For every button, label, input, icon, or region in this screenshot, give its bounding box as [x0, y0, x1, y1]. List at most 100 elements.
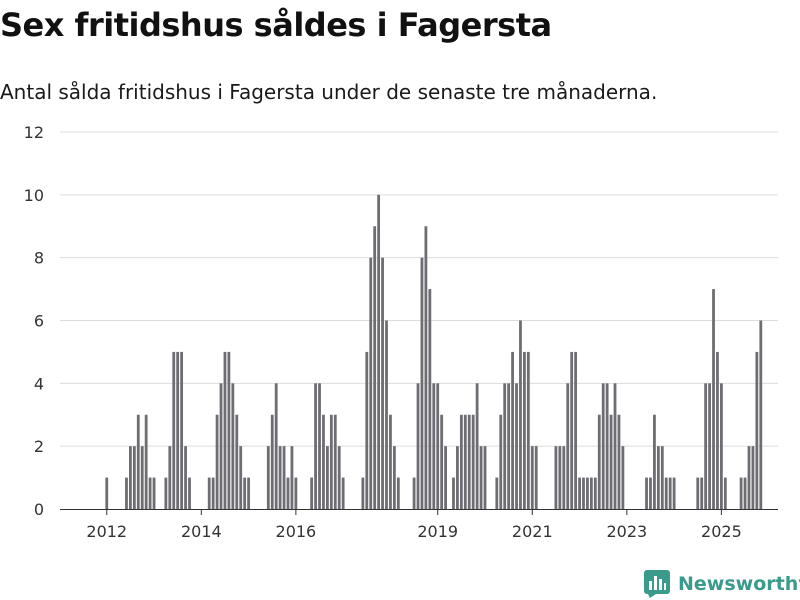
- bar: [235, 414, 239, 509]
- bar: [570, 351, 574, 509]
- bar: [140, 446, 144, 509]
- bar: [132, 446, 136, 509]
- bar: [444, 446, 447, 509]
- bar: [282, 446, 286, 509]
- bar: [519, 320, 522, 509]
- bar: [129, 446, 132, 509]
- bar: [507, 383, 511, 509]
- bar: [385, 320, 388, 509]
- bar: [467, 414, 471, 509]
- bar: [365, 351, 369, 509]
- bar: [471, 414, 475, 509]
- newsworthy-chart-icon: [644, 570, 670, 598]
- bar: [562, 446, 566, 509]
- bar: [530, 446, 534, 509]
- bar: [704, 383, 708, 509]
- bar: [361, 477, 365, 509]
- bar: [381, 257, 384, 509]
- bar: [534, 446, 538, 509]
- bar: [463, 414, 467, 509]
- bar: [396, 477, 400, 509]
- y-tick-label: 6: [34, 312, 44, 331]
- bar: [597, 414, 601, 509]
- bar: [708, 383, 711, 509]
- bar: [420, 257, 424, 509]
- bar: [649, 477, 652, 509]
- bar: [452, 477, 455, 509]
- y-tick-label: 12: [24, 123, 44, 142]
- bar: [125, 477, 128, 509]
- newsworthy-logo: Newsworthy: [644, 570, 800, 598]
- bar: [601, 383, 605, 509]
- bar: [586, 477, 589, 509]
- bar: [589, 477, 593, 509]
- x-tick-label: 2012: [86, 522, 127, 541]
- bar: [582, 477, 585, 509]
- bar: [318, 383, 321, 509]
- bar: [294, 477, 298, 509]
- bar: [432, 383, 436, 509]
- y-tick-label: 4: [34, 374, 44, 393]
- bar: [247, 477, 250, 509]
- bar: [392, 446, 396, 509]
- bar: [475, 383, 479, 509]
- bar: [180, 351, 184, 509]
- chart-title: Sex fritidshus såldes i Fagersta: [0, 6, 552, 44]
- bar: [416, 383, 420, 509]
- x-axis-labels: 2012 2014 2016 2019 2021 2023 2025: [86, 509, 742, 541]
- x-tick-label: 2025: [701, 522, 742, 541]
- bar: [148, 477, 152, 509]
- bar: [743, 477, 747, 509]
- y-axis-labels: 0 2 4 6 8 10 12: [24, 123, 44, 519]
- bar: [751, 446, 755, 509]
- bar: [136, 414, 140, 509]
- bar: [239, 446, 243, 509]
- bar: [566, 383, 570, 509]
- bar: [223, 351, 227, 509]
- bar: [574, 351, 578, 509]
- bars: [105, 194, 763, 510]
- bar: [215, 414, 219, 509]
- bar: [172, 351, 176, 509]
- x-tick-label: 2016: [276, 522, 317, 541]
- bar: [554, 446, 558, 509]
- y-tick-label: 10: [24, 186, 44, 205]
- bar: [479, 446, 483, 509]
- bar: [211, 477, 215, 509]
- bar: [274, 383, 278, 509]
- bar: [499, 414, 503, 509]
- bar: [723, 477, 727, 509]
- x-tick-label: 2014: [181, 522, 222, 541]
- x-tick-label: 2021: [512, 522, 553, 541]
- bar: [227, 351, 231, 509]
- bar: [700, 477, 704, 509]
- bar: [164, 477, 168, 509]
- bar: [523, 351, 526, 509]
- bar: [593, 477, 597, 509]
- bar: [645, 477, 648, 509]
- bar: [720, 383, 723, 509]
- bar: [526, 351, 530, 509]
- bar: [243, 477, 247, 509]
- bar: [278, 446, 282, 509]
- bar: [286, 477, 290, 509]
- bar: [747, 446, 751, 509]
- bar: [428, 289, 432, 509]
- bar: [456, 446, 459, 509]
- bar: [459, 414, 463, 509]
- bar: [369, 257, 373, 509]
- bar: [152, 477, 156, 509]
- x-tick-label: 2019: [417, 522, 458, 541]
- y-tick-label: 8: [34, 249, 44, 268]
- x-tick-label: 2023: [606, 522, 647, 541]
- brand-name: Newsworthy: [678, 573, 800, 595]
- bar: [503, 383, 507, 509]
- bar: [755, 351, 759, 509]
- bar: [656, 446, 660, 509]
- bar: [668, 477, 672, 509]
- bar: [377, 194, 381, 510]
- bar: [144, 414, 148, 509]
- bar: [759, 320, 763, 509]
- bar: [337, 446, 341, 509]
- bar: [333, 414, 337, 509]
